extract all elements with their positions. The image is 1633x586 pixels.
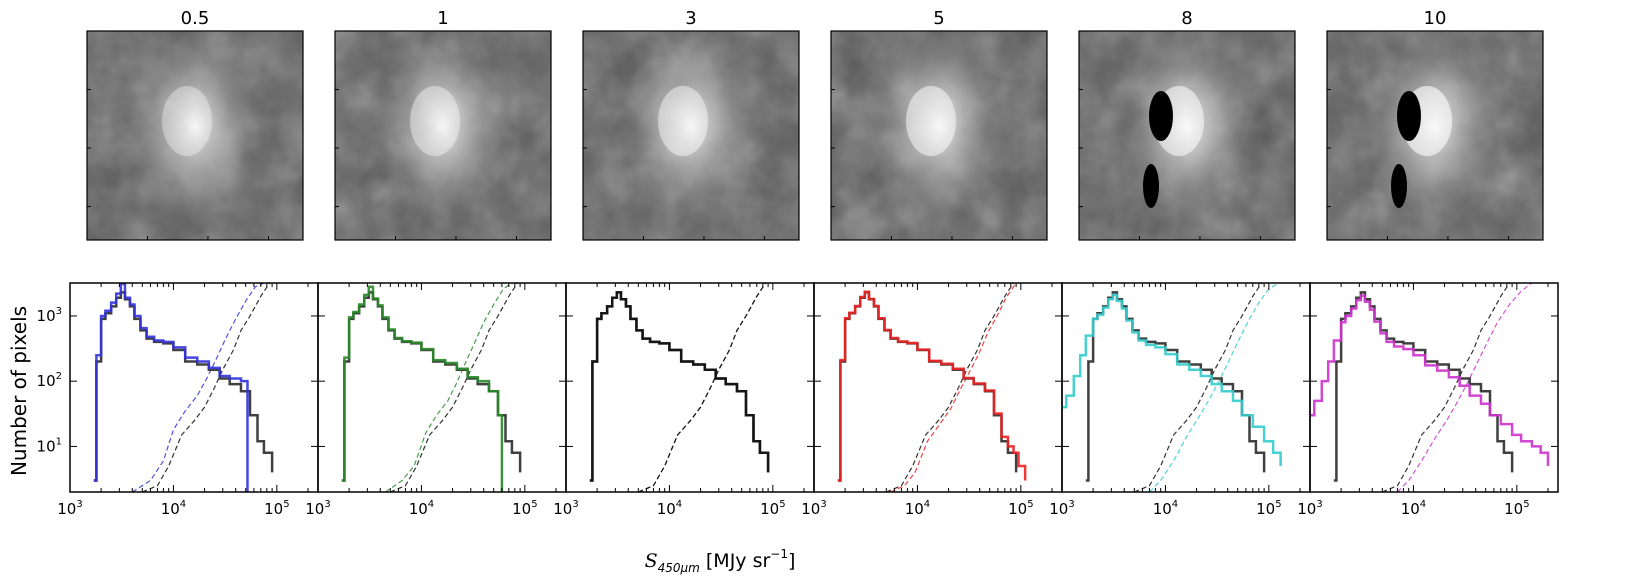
map-frame xyxy=(1326,30,1544,241)
histogram-panel: 103 104 105 xyxy=(1297,282,1559,518)
reference-cumulative-line xyxy=(142,283,271,492)
map-core xyxy=(162,86,212,156)
x-tick-label: 104 xyxy=(905,499,930,518)
plot-area xyxy=(1062,283,1282,492)
cumulative-line xyxy=(1396,283,1533,492)
x-tick-label: 103 xyxy=(801,499,826,518)
x-tick-label: 105 xyxy=(512,499,537,518)
x-tick-label: 103 xyxy=(305,499,330,518)
map-title: 1 xyxy=(437,8,448,29)
map-title: 0.5 xyxy=(181,8,210,29)
y-tick-label: 102 xyxy=(37,371,62,390)
map-title: 10 xyxy=(1424,8,1447,29)
cumulative-line xyxy=(638,283,767,492)
cumulative-line xyxy=(131,283,265,492)
x-tick-label: 105 xyxy=(760,499,785,518)
reference-cumulative-line xyxy=(1382,283,1511,492)
histogram-panel: 103 104 105 xyxy=(801,282,1063,518)
map-title: 8 xyxy=(1181,8,1192,29)
map-core xyxy=(410,86,460,156)
x-tick-label: 104 xyxy=(1153,499,1178,518)
x-tick-label: 103 xyxy=(1297,499,1322,518)
histogram-line xyxy=(341,285,504,492)
map-core xyxy=(906,86,956,156)
y-tick-label: 103 xyxy=(37,306,62,325)
x-tick-label: 103 xyxy=(57,499,82,518)
histogram-line xyxy=(837,290,1027,482)
map-panel: 1 xyxy=(334,8,552,241)
histogram-panel: 103 104 105 xyxy=(553,282,815,518)
reference-cumulative-line xyxy=(390,283,519,492)
reference-histogram-line xyxy=(837,291,1018,482)
map-panel: 0.5 xyxy=(86,8,304,241)
histogram-panel: 103 104 105 101 102 103 xyxy=(37,282,319,518)
histogram-panel: 103 104 105 xyxy=(305,282,567,518)
histogram-line xyxy=(1062,293,1282,467)
plot-area xyxy=(837,283,1027,492)
y-axis-label: Number of pixels xyxy=(7,306,31,476)
reference-histogram-line xyxy=(1085,291,1266,482)
map-row: 0.5 1 3 5 8 10 xyxy=(86,8,1544,241)
x-tick-label: 104 xyxy=(657,499,682,518)
x-tick-label: 103 xyxy=(1049,499,1074,518)
map-frame xyxy=(1078,30,1296,241)
map-bright-region xyxy=(621,26,761,226)
map-dark-patch xyxy=(1397,91,1421,141)
x-tick-label: 104 xyxy=(161,499,186,518)
reference-histogram-line xyxy=(589,291,770,482)
map-bright-region xyxy=(125,26,265,226)
reference-histogram-line xyxy=(1333,291,1514,482)
map-title: 3 xyxy=(685,8,696,29)
y-tick-label: 101 xyxy=(37,436,62,455)
map-bright-region xyxy=(373,26,513,226)
map-title: 5 xyxy=(933,8,944,29)
reference-cumulative-line xyxy=(886,283,1015,492)
map-panel: 10 xyxy=(1326,8,1544,241)
cumulative-line xyxy=(1148,283,1280,492)
histogram-line xyxy=(1310,294,1550,467)
map-panel: 8 xyxy=(1078,8,1296,241)
reference-histogram-line xyxy=(341,291,522,482)
plot-area xyxy=(589,283,770,492)
map-dark-patch xyxy=(1391,164,1407,208)
x-tick-label: 105 xyxy=(264,499,289,518)
map-dark-patch xyxy=(1143,164,1159,208)
x-tick-label: 105 xyxy=(1504,499,1529,518)
x-axis-label: S450μm [MJy sr−1] xyxy=(645,547,796,575)
x-tick-label: 105 xyxy=(1256,499,1281,518)
plot-area xyxy=(341,283,522,492)
map-frame xyxy=(582,30,800,241)
plot-area xyxy=(93,283,274,492)
x-tick-label: 103 xyxy=(553,499,578,518)
map-frame xyxy=(86,30,304,241)
cumulative-line xyxy=(385,283,513,492)
panel-frame xyxy=(1309,282,1559,493)
x-tick-label: 104 xyxy=(409,499,434,518)
x-tick-label: 105 xyxy=(1008,499,1033,518)
map-panel: 5 xyxy=(830,8,1048,241)
reference-histogram-line xyxy=(93,291,274,482)
cumulative-line xyxy=(890,283,1017,492)
map-frame xyxy=(334,30,552,241)
map-core xyxy=(658,86,708,156)
x-tick-label: 104 xyxy=(1401,499,1426,518)
map-dark-patch xyxy=(1149,91,1173,141)
plot-area xyxy=(1310,283,1550,492)
histogram-panel: 103 104 105 xyxy=(1049,282,1311,518)
histogram-line xyxy=(589,291,770,482)
map-panel: 3 xyxy=(582,8,800,241)
histogram-line xyxy=(93,283,249,492)
map-frame xyxy=(830,30,1048,241)
reference-cumulative-line xyxy=(1134,283,1263,492)
